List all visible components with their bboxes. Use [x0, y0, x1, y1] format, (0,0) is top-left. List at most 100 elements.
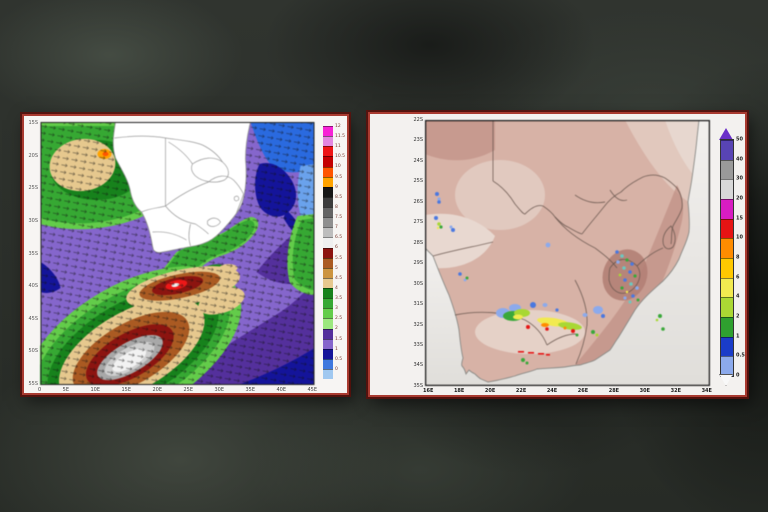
tick-label: 35E: [245, 387, 255, 393]
tick-label: 10E: [90, 387, 100, 393]
wave-colorbar-labels: 12 11.5 11 10.5 10 9.5 9 8.5 8 7.5 7 6.5 6 5.5 5 4.5 4 3.…: [335, 123, 351, 379]
colorbar-label: 40: [736, 155, 743, 162]
rainfall-map-y-axis: 22S 23S 24S 25S 26S 27S 28S 29S 30S 31S 32S 33S 34S 3…: [406, 117, 425, 389]
colorbar-label: 20: [736, 195, 743, 202]
colorbar-cell: [721, 277, 733, 298]
colorbar-label: 0: [335, 366, 338, 372]
colorbar-cell: [721, 297, 733, 318]
tick-label: 28E: [608, 388, 620, 394]
country-borders: [114, 135, 244, 247]
tick-label: 30S: [28, 217, 38, 224]
colorbar-cell: [323, 217, 333, 228]
tick-label: 29S: [413, 260, 423, 267]
colorbar-arrow-down-icon: [719, 374, 733, 386]
tick-label: 20S: [28, 152, 38, 159]
colorbar-label: 11: [335, 143, 341, 149]
colorbar-cell: [721, 179, 733, 200]
colorbar-cell: [323, 308, 333, 319]
tick-label: 27S: [413, 219, 423, 226]
colorbar-label: 10: [736, 234, 743, 241]
tick-label: 28S: [413, 239, 423, 246]
colorbar-cell: [721, 218, 733, 239]
tick-label: 33S: [413, 341, 423, 348]
wave-map-y-axis: 15S 20S 25S 30S 35S 40S 45S 50S 55S: [24, 120, 39, 387]
colorbar-label: 0.5: [335, 356, 343, 362]
terrain-karoo-light: [475, 310, 585, 354]
colorbar-label: 4: [736, 293, 740, 300]
tick-label: 34S: [413, 362, 423, 369]
colorbar-cell: [323, 176, 333, 187]
tick-label: 15E: [121, 387, 131, 393]
tick-label: 20E: [152, 387, 162, 393]
colorbar-cell: [323, 267, 333, 278]
colorbar-label: 0: [736, 372, 740, 379]
colorbar-label: 4: [335, 285, 338, 291]
colorbar-label: 8: [335, 204, 338, 210]
tick-label: 40S: [28, 283, 38, 290]
colorbar-cell: [323, 247, 333, 258]
tick-label: 35S: [28, 250, 38, 257]
tick-label: 30S: [413, 280, 423, 287]
wave-map-frame: [40, 122, 315, 385]
colorbar-cell: [721, 199, 733, 219]
colorbar-cell: [323, 186, 333, 197]
colorbar-cell: [721, 336, 733, 357]
colorbar-label: 50: [736, 136, 743, 143]
rainfall-colorbar-labels: 50 40 30 20 15 10 8 6 4 2 1 0.5 0: [736, 136, 752, 379]
tick-label: 30E: [639, 388, 651, 394]
colorbar-cell: [323, 338, 333, 349]
rainfall-cells-central: [545, 242, 551, 248]
colorbar-label: 5: [335, 265, 338, 271]
colorbar-cell: [323, 298, 333, 309]
tick-label: 31S: [413, 301, 423, 308]
terrain-dark-northwest: [425, 120, 495, 161]
colorbar-label: 3.5: [335, 295, 343, 301]
colorbar-cell: [323, 126, 333, 137]
colorbar-cell: [721, 238, 733, 259]
rainfall-cells-west: [434, 192, 469, 282]
colorbar-label: 3: [335, 305, 338, 311]
colorbar-label: 8.5: [335, 194, 343, 200]
tick-label: 24E: [546, 388, 558, 394]
colorbar-cell: [323, 237, 333, 248]
rainfall-cells-south-band: [496, 302, 665, 365]
colorbar-label: 8: [736, 254, 740, 261]
colorbar-label: 2.5: [335, 316, 343, 322]
tick-label: 55S: [28, 381, 38, 387]
wave-colorbar-cells: [323, 126, 333, 380]
colorbar-cell: [721, 258, 733, 278]
wave-map: [40, 122, 315, 385]
indian-ocean: [488, 120, 710, 386]
colorbar-label: 9: [335, 184, 338, 190]
colorbar-label: 7.5: [335, 214, 343, 220]
wave-height-colorbar: 12 11.5 11 10.5 10 9.5 9 8.5 8 7.5 7 6.5 6 5.5 5 4.5 4 3.…: [323, 124, 345, 380]
colorbar-cell: [323, 136, 333, 147]
colorbar-cell: [323, 348, 333, 359]
colorbar-cell: [323, 207, 333, 218]
tick-label: 22S: [413, 117, 423, 123]
colorbar-cell: [323, 369, 333, 380]
tick-label: 25S: [413, 178, 423, 185]
colorbar-label: 1: [335, 346, 338, 352]
colorbar-label: 7: [335, 224, 338, 230]
wave-forecast-panel: 15S 20S 25S 30S 35S 40S 45S 50S 55S 0 5E 10E 15E 20E…: [22, 114, 349, 395]
colorbar-cell: [323, 166, 333, 177]
rainfall-map-svg: [425, 120, 710, 386]
tick-label: 0: [38, 387, 42, 393]
rainfall-map-frame: [425, 120, 710, 386]
colorbar-cell: [323, 328, 333, 339]
tick-label: 25E: [183, 387, 193, 393]
tick-label: 22E: [515, 388, 527, 394]
colorbar-label: 12: [335, 123, 341, 129]
colorbar-cell: [323, 277, 333, 288]
colorbar-cell: [721, 140, 733, 160]
tick-label: 32E: [670, 388, 681, 394]
tick-label: 40E: [276, 387, 286, 393]
colorbar-label: 11.5: [335, 133, 346, 139]
tick-label: 26E: [577, 388, 589, 394]
colorbar-label: 30: [736, 175, 743, 182]
coastline: [425, 120, 700, 383]
tick-label: 18E: [453, 388, 465, 394]
colorbar-label: 1: [736, 332, 740, 339]
colorbar-cell: [323, 196, 333, 207]
